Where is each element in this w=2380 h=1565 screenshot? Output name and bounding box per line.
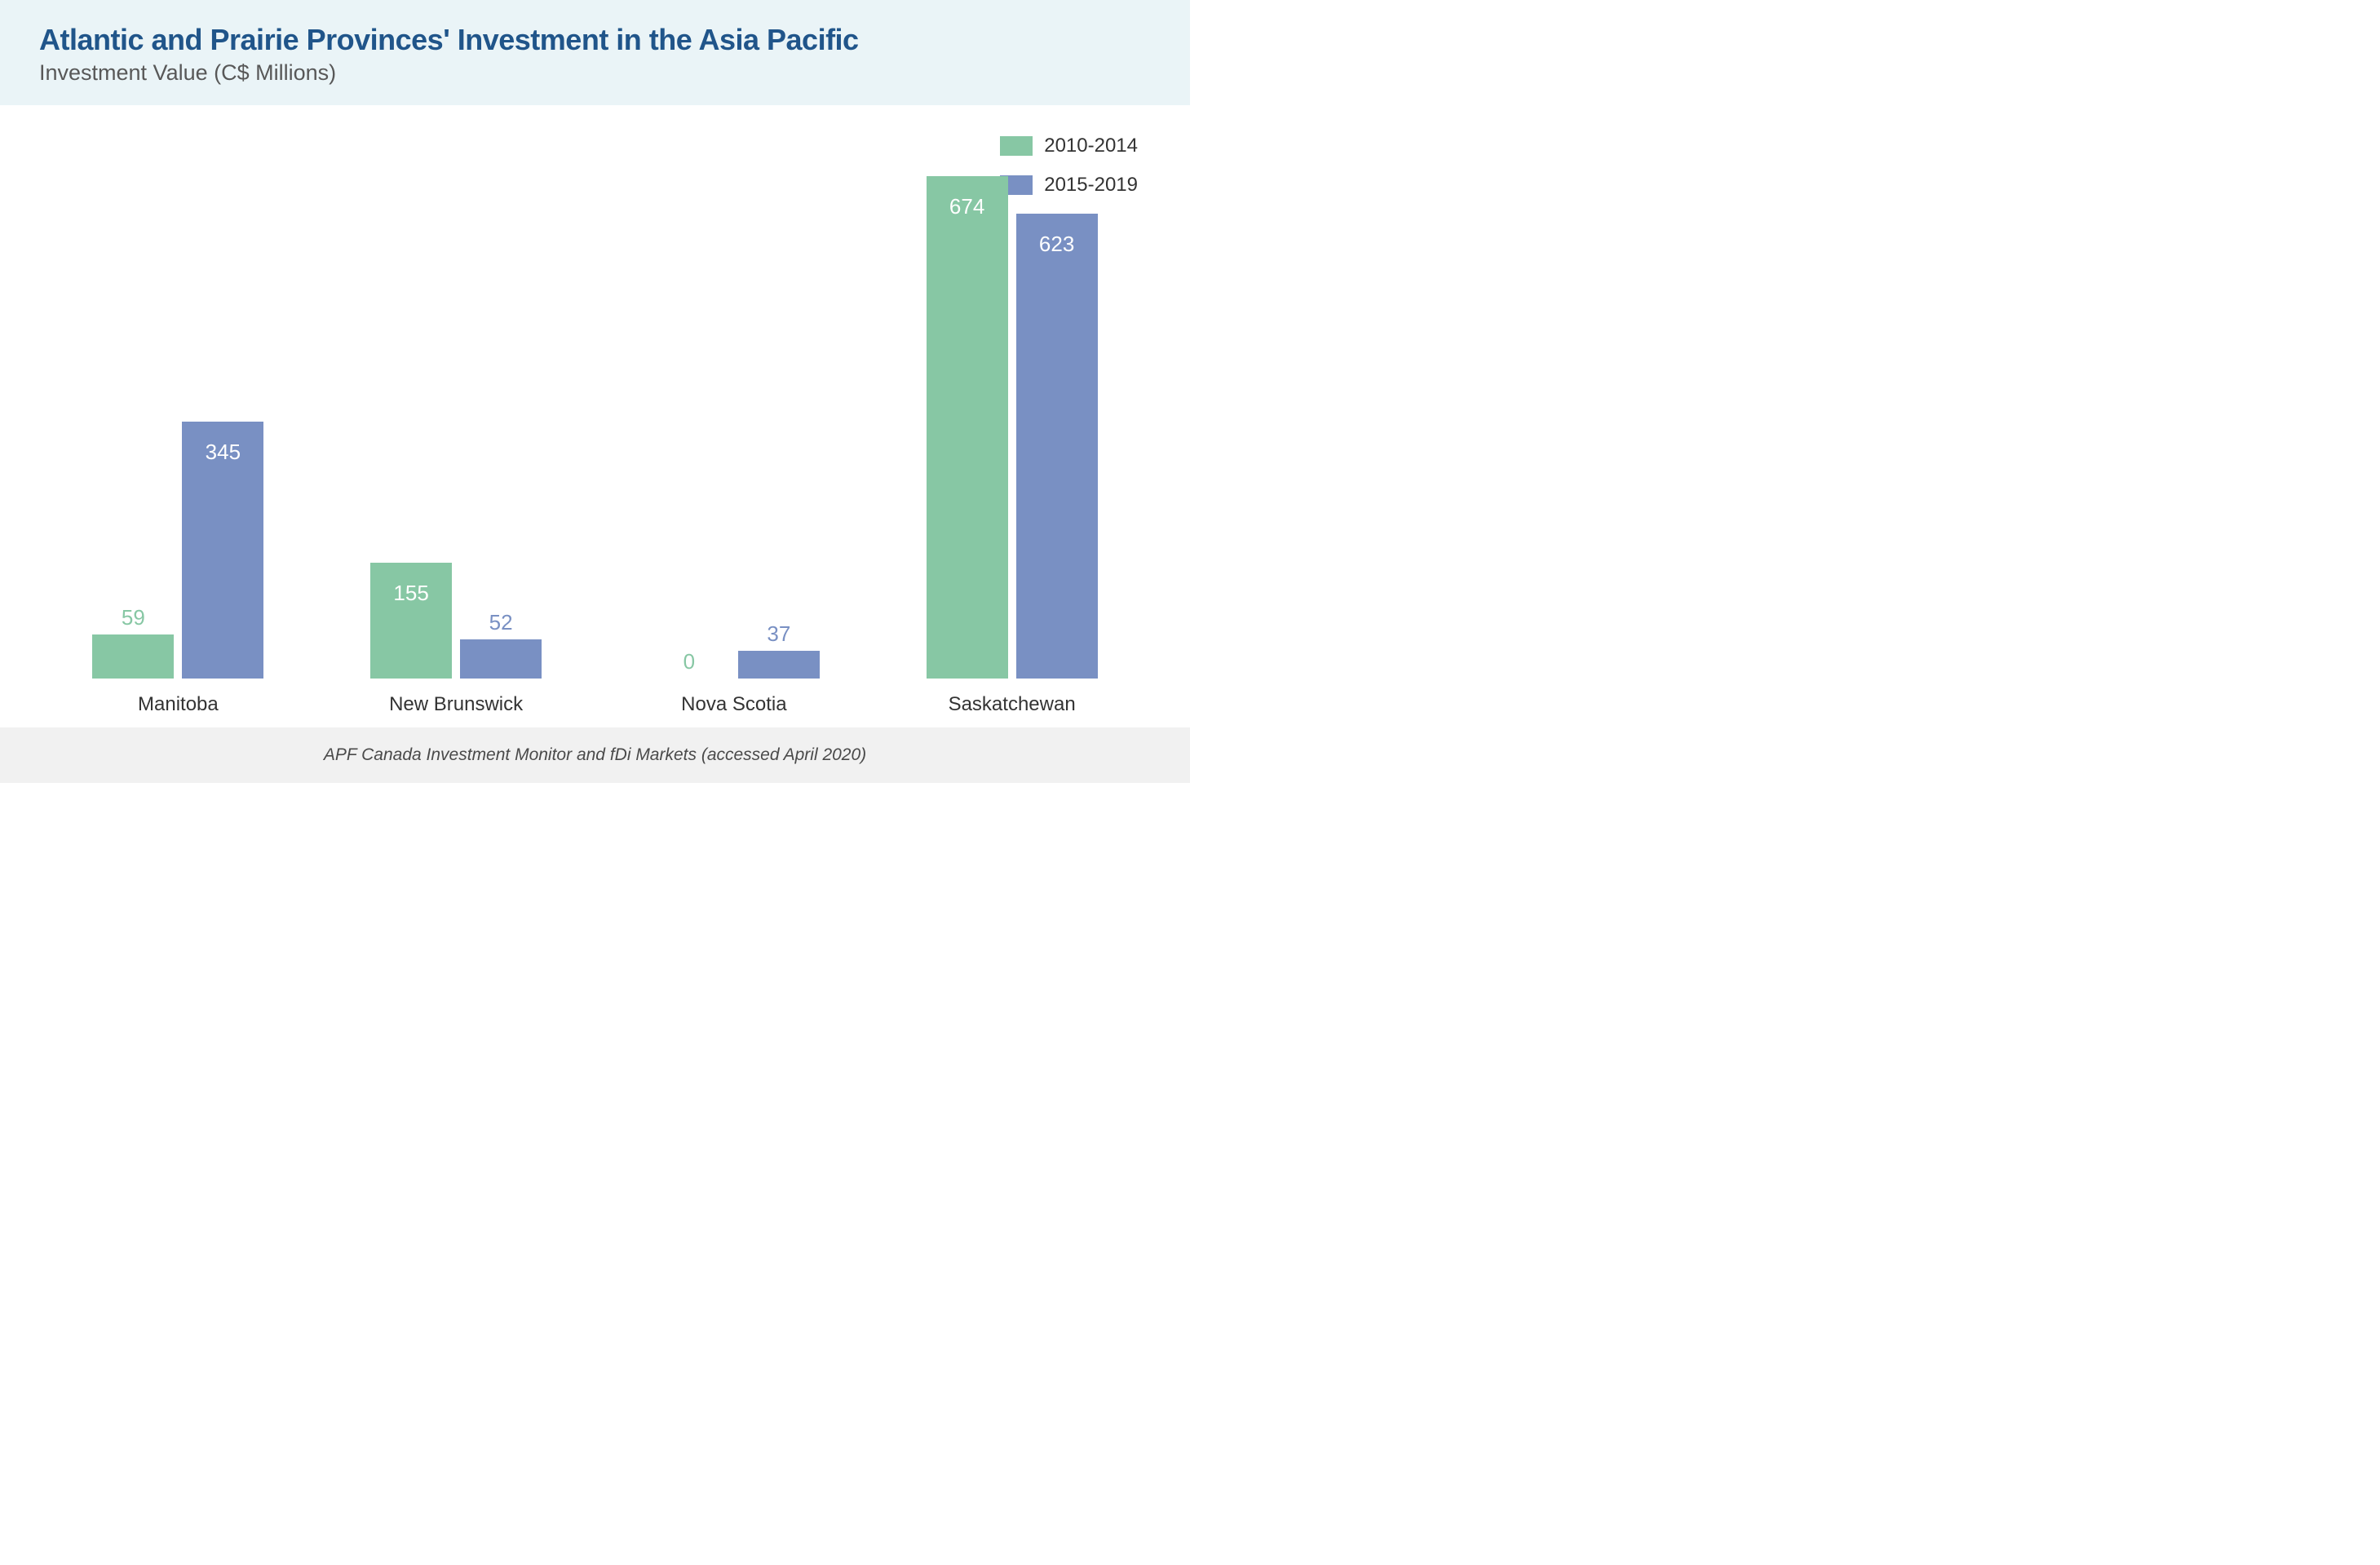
bar-group: 155 52 <box>317 157 595 679</box>
legend-swatch-0 <box>1000 136 1033 156</box>
category-label: Manitoba <box>39 693 317 716</box>
chart-header: Atlantic and Prairie Provinces' Investme… <box>0 0 1190 105</box>
bar-value-label: 37 <box>767 621 790 647</box>
bar: 37 <box>738 651 820 679</box>
bar-group: 59 345 <box>39 157 317 679</box>
chart-subtitle: Investment Value (C$ Millions) <box>39 60 1151 86</box>
bar: 345 <box>182 422 263 679</box>
bar-value-label: 0 <box>683 649 695 674</box>
legend-label-0: 2010-2014 <box>1044 135 1138 157</box>
bar: 155 <box>370 563 452 679</box>
bar-group: 674 623 <box>873 157 1151 679</box>
bar-group: 0 37 <box>595 157 874 679</box>
bar: 623 <box>1016 214 1098 679</box>
chart-container: Atlantic and Prairie Provinces' Investme… <box>0 0 1190 783</box>
chart-title: Atlantic and Prairie Provinces' Investme… <box>39 23 1151 57</box>
category-labels: ManitobaNew BrunswickNova ScotiaSaskatch… <box>39 693 1151 716</box>
bar-value-label: 52 <box>489 610 513 635</box>
bar-value-label: 155 <box>393 581 428 606</box>
bar: 59 <box>92 634 174 679</box>
plot-area: 2010-2014 2015-2019 5934515552037674623 … <box>0 105 1190 727</box>
footer-text: APF Canada Investment Monitor and fDi Ma… <box>324 745 866 764</box>
category-label: Saskatchewan <box>873 693 1151 716</box>
bar-value-label: 674 <box>949 194 984 219</box>
bar-value-label: 345 <box>206 440 241 465</box>
bars-container: 59 345 155 52 0 37 674 623 <box>39 157 1151 679</box>
bar: 52 <box>460 639 542 679</box>
category-label: Nova Scotia <box>595 693 874 716</box>
category-label: New Brunswick <box>317 693 595 716</box>
chart-footer: APF Canada Investment Monitor and fDi Ma… <box>0 727 1190 783</box>
legend-item-0: 2010-2014 <box>1000 135 1138 157</box>
bar-value-label: 59 <box>122 605 145 630</box>
bar: 674 <box>927 176 1008 679</box>
bar-value-label: 623 <box>1039 232 1074 257</box>
